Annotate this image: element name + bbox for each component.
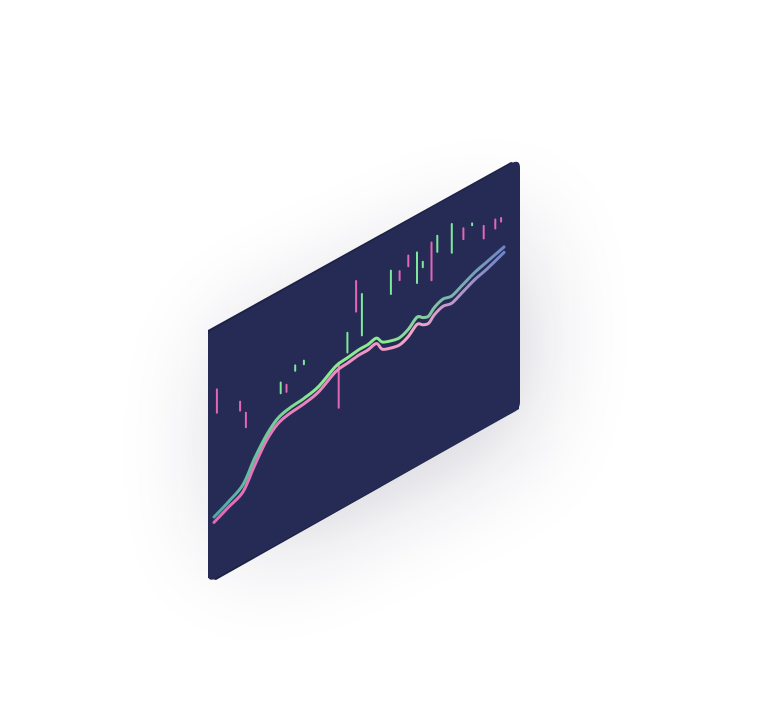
series-line-secondary xyxy=(212,250,506,524)
lines-layer xyxy=(212,245,506,524)
chart-panel xyxy=(208,161,520,580)
series-line-primary xyxy=(212,245,506,519)
candles-layer xyxy=(215,217,503,429)
